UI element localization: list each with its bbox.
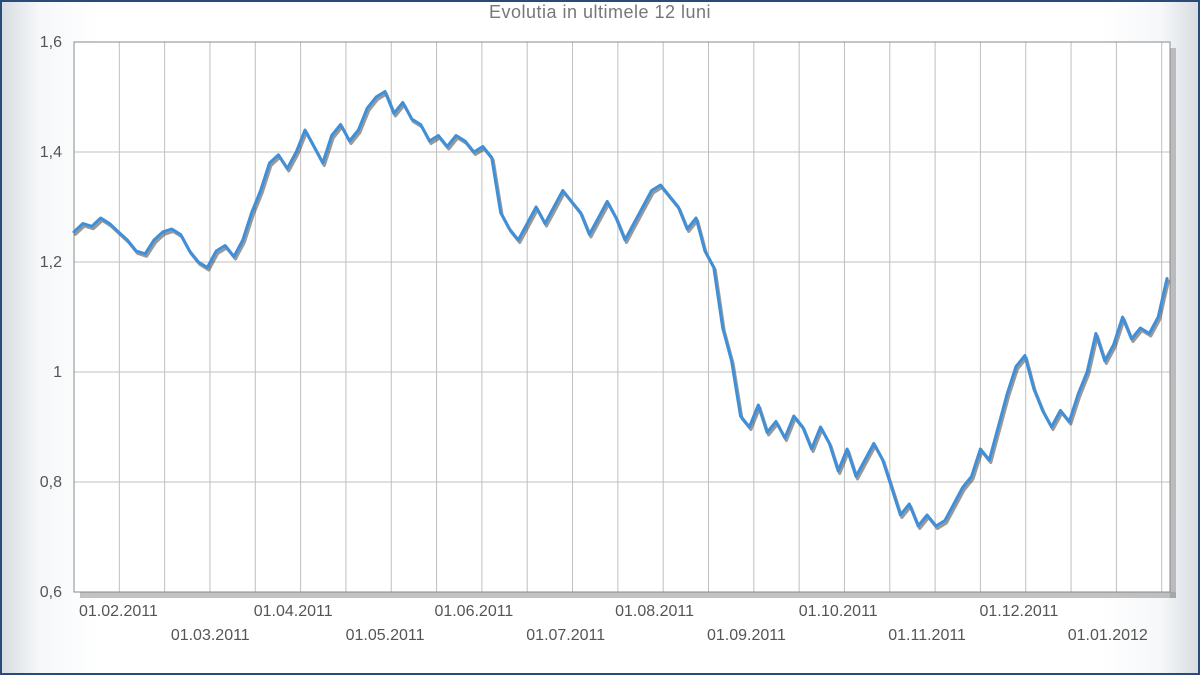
svg-text:01.02.2011: 01.02.2011 (79, 603, 158, 620)
svg-text:01.03.2011: 01.03.2011 (171, 627, 250, 644)
svg-text:01.09.2011: 01.09.2011 (707, 627, 786, 644)
svg-text:01.10.2011: 01.10.2011 (799, 603, 878, 620)
chart-title: Evolutia in ultimele 12 luni (2, 2, 1198, 23)
svg-text:01.08.2011: 01.08.2011 (615, 603, 694, 620)
chart-frame: Evolutia in ultimele 12 luni 0,6 0,8 1 1,2 1… (0, 0, 1200, 675)
svg-text:1,6: 1,6 (40, 34, 62, 51)
svg-text:01.01.2012: 01.01.2012 (1068, 627, 1148, 644)
svg-text:01.12.2011: 01.12.2011 (979, 603, 1058, 620)
line-chart: 0,60,811,21,41,601.02.201101.03.201101.0… (2, 2, 1200, 675)
svg-text:01.06.2011: 01.06.2011 (434, 603, 513, 620)
svg-text:0,6: 0,6 (40, 584, 62, 601)
svg-text:01.11.2011: 01.11.2011 (888, 627, 966, 644)
svg-text:1: 1 (53, 364, 62, 381)
svg-text:0,8: 0,8 (40, 474, 62, 491)
svg-text:1,2: 1,2 (40, 254, 62, 271)
svg-text:01.04.2011: 01.04.2011 (254, 603, 333, 620)
svg-text:01.05.2011: 01.05.2011 (346, 627, 425, 644)
svg-text:1,4: 1,4 (40, 144, 62, 161)
svg-text:01.07.2011: 01.07.2011 (526, 627, 605, 644)
